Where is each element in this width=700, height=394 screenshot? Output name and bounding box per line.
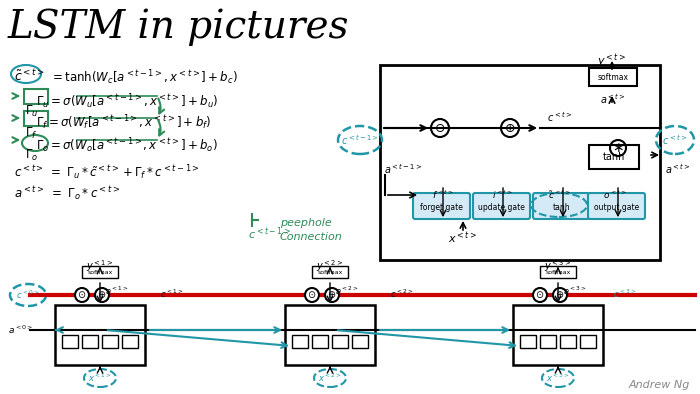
Text: $a^{<0>}$: $a^{<0>}$ [8,324,34,336]
Text: $\odot$: $\odot$ [307,290,316,301]
Text: $\Gamma_f = \sigma(W_f[a^{<t-1>}, x^{<t>}] + b_f)$: $\Gamma_f = \sigma(W_f[a^{<t-1>}, x^{<t>… [36,113,211,132]
Text: $a^{<2>}$: $a^{<2>}$ [335,285,359,297]
Text: $x^{<1>}$: $x^{<1>}$ [88,372,112,384]
Circle shape [553,288,567,302]
Circle shape [305,288,319,302]
Text: $i^{<t>}$: $i^{<t>}$ [492,189,514,201]
Text: $c^{<0>}$: $c^{<0>}$ [16,289,40,301]
Text: $f^{<t>}$: $f^{<t>}$ [432,189,454,201]
Text: update gate: update gate [478,203,525,212]
Text: $y^{<t>}$: $y^{<t>}$ [597,52,626,70]
Text: Andrew Ng: Andrew Ng [629,380,690,390]
Text: Connection: Connection [280,232,343,242]
Text: $a^{<1>}$: $a^{<1>}$ [105,285,129,297]
FancyBboxPatch shape [588,193,645,219]
Text: $a^{<t>}$: $a^{<t>}$ [600,92,626,106]
Text: $a^{<3>}$: $a^{<3>}$ [563,285,587,297]
Text: $= \mathrm{tanh}(W_c[a^{<t-1>}, x^{<t>}] + b_c)$: $= \mathrm{tanh}(W_c[a^{<t-1>}, x^{<t>}]… [50,68,238,87]
Text: softmax: softmax [88,269,113,275]
Text: $x^{<3>}$: $x^{<3>}$ [546,372,570,384]
FancyBboxPatch shape [589,145,639,169]
Text: $a^{<t>}\ =\ \Gamma_o * c^{<t>}$: $a^{<t>}\ =\ \Gamma_o * c^{<t>}$ [14,184,120,202]
Text: $o^{<t>}$: $o^{<t>}$ [603,189,627,201]
FancyBboxPatch shape [473,193,530,219]
Circle shape [533,288,547,302]
Text: $c^{<t>}$: $c^{<t>}$ [547,110,573,124]
Text: $\Gamma_o = \sigma(W_o[a^{<t-1>}, x^{<t>}] + b_o)$: $\Gamma_o = \sigma(W_o[a^{<t-1>}, x^{<t>… [36,136,218,155]
Text: $\odot$: $\odot$ [78,290,87,301]
Text: $a^{<t>}$: $a^{<t>}$ [665,162,691,176]
Text: forget gate: forget gate [420,203,463,212]
Circle shape [325,288,339,302]
Text: $y^{<3>}$: $y^{<3>}$ [544,258,572,274]
Text: LSTM in pictures: LSTM in pictures [8,8,349,45]
Text: $y^{<2>}$: $y^{<2>}$ [316,258,344,274]
Text: $c^{<3>}$: $c^{<3>}$ [613,288,636,300]
FancyBboxPatch shape [413,193,470,219]
FancyBboxPatch shape [533,193,590,219]
Text: $a^{<t-1>}$: $a^{<t-1>}$ [384,162,423,176]
Circle shape [75,288,89,302]
Text: softmax: softmax [545,269,570,275]
Text: $y^{<1>}$: $y^{<1>}$ [86,258,114,274]
FancyBboxPatch shape [540,266,576,278]
Text: softmax: softmax [317,269,343,275]
FancyBboxPatch shape [589,68,637,86]
Circle shape [95,288,109,302]
Text: tanh: tanh [553,203,570,212]
Text: $\tilde{c}^{<t>}$: $\tilde{c}^{<t>}$ [14,68,46,84]
Text: $x^{<t>}$: $x^{<t>}$ [449,230,477,245]
Text: $\oplus$: $\oplus$ [97,290,106,301]
Text: $\odot$: $\odot$ [435,121,446,134]
Text: softmax: softmax [598,72,629,82]
Text: $c^{<1>}$: $c^{<1>}$ [160,288,183,300]
Text: $\oplus$: $\oplus$ [505,121,516,134]
Text: $\ast$: $\ast$ [612,141,624,155]
Text: $\Gamma_u = \sigma(W_u[a^{<t-1>}, x^{<t>}] + b_u)$: $\Gamma_u = \sigma(W_u[a^{<t-1>}, x^{<t>… [36,92,218,111]
Text: $\oplus$: $\oplus$ [555,290,565,301]
Text: $x^{<2>}$: $x^{<2>}$ [318,372,342,384]
Text: $c^{<t>}$: $c^{<t>}$ [662,133,687,147]
Text: $\tilde{c}^{<t>}$: $\tilde{c}^{<t>}$ [549,189,571,201]
Text: $c^{<t-1>}$: $c^{<t-1>}$ [248,225,291,242]
Text: $c^{<t-1>}$: $c^{<t-1>}$ [341,133,379,147]
Text: peephole: peephole [280,218,332,228]
Text: $\Gamma_f$: $\Gamma_f$ [25,126,38,141]
FancyBboxPatch shape [312,266,348,278]
Text: $\odot$: $\odot$ [536,290,545,301]
Text: $\Gamma_o$: $\Gamma_o$ [25,148,38,163]
Text: $\oplus$: $\oplus$ [328,290,337,301]
Text: $c^{<t>}\ =\ \Gamma_u * \tilde{c}^{<t>} + \Gamma_f * c^{<t-1>}$: $c^{<t>}\ =\ \Gamma_u * \tilde{c}^{<t>} … [14,163,200,182]
Text: $c^{<2>}$: $c^{<2>}$ [390,288,413,300]
FancyBboxPatch shape [82,266,118,278]
Text: $\Gamma_u$: $\Gamma_u$ [25,104,38,119]
Text: output gate: output gate [594,203,639,212]
Text: tanh: tanh [603,152,625,162]
